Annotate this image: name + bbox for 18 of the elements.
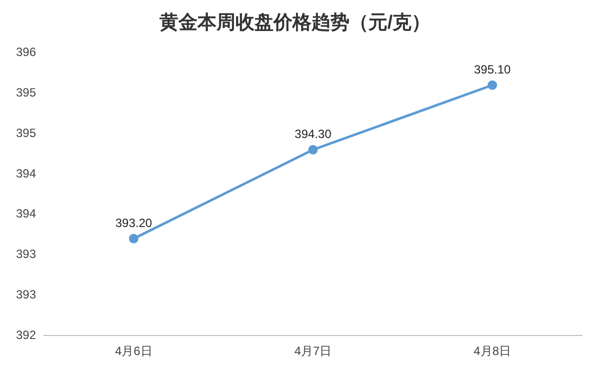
x-tick-label: 4月6日: [115, 344, 152, 358]
data-label: 393.20: [115, 216, 152, 230]
point: [488, 80, 498, 90]
y-tick-label: 393: [16, 288, 36, 302]
y-tick-label: 396: [16, 45, 36, 60]
y-tick-label: 395: [16, 126, 36, 140]
point: [128, 234, 138, 244]
point: [308, 145, 318, 155]
data-label: 395.10: [474, 62, 512, 76]
y-tick-label: 393: [16, 247, 36, 262]
y-tick-label: 392: [16, 328, 36, 342]
x-tick-label: 4月7日: [294, 344, 332, 358]
y-tick-label: 394: [16, 166, 36, 180]
chart-title: 黄金本周收盘价格趋势（元/克）: [158, 12, 431, 34]
data-label: 394.30: [294, 127, 332, 142]
y-tick-label: 394: [16, 206, 36, 221]
x-tick-label: 4月8日: [474, 344, 512, 358]
y-tick-label: 395: [16, 86, 36, 100]
